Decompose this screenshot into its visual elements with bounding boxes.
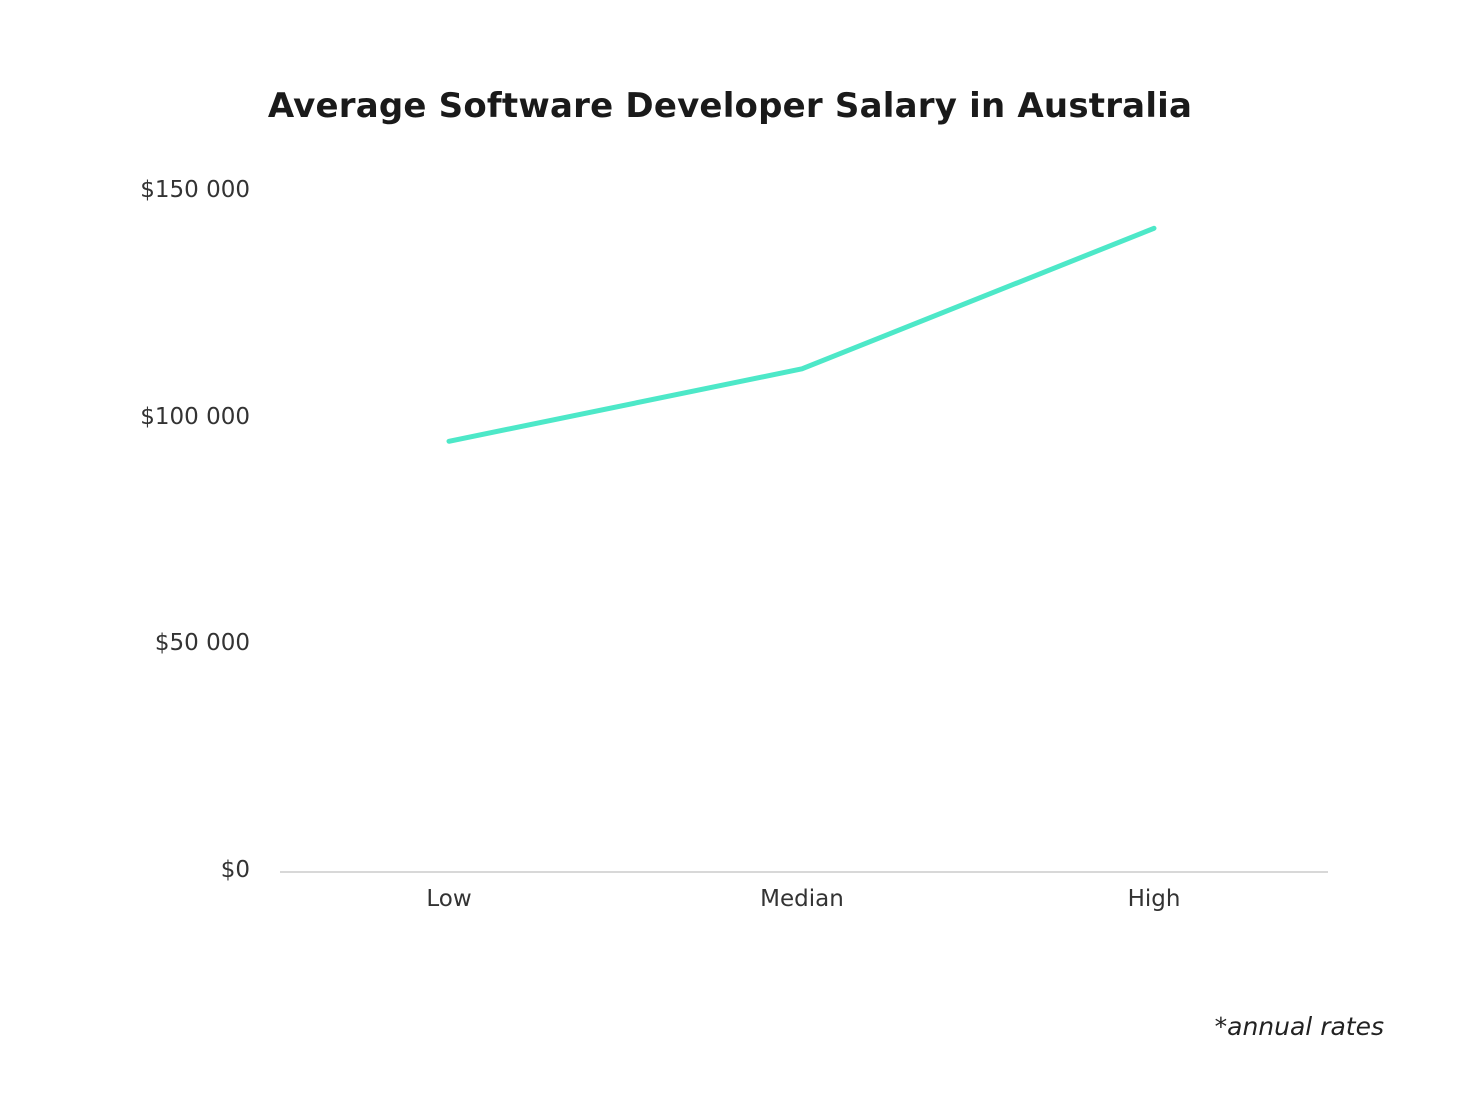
y-tick-150000: $150 000 — [140, 177, 250, 203]
footnote: *annual rates — [1214, 1012, 1384, 1041]
y-tick-0: $0 — [220, 857, 250, 883]
chart-title: Average Software Developer Salary in Aus… — [267, 86, 1193, 126]
salary-line — [446, 225, 1157, 444]
y-tick-50000: $50 000 — [154, 630, 250, 656]
x-tick-high: High — [1127, 886, 1181, 912]
y-tick-100000: $100 000 — [140, 404, 250, 430]
x-tick-low: Low — [426, 886, 472, 912]
x-tick-median: Median — [760, 886, 844, 912]
